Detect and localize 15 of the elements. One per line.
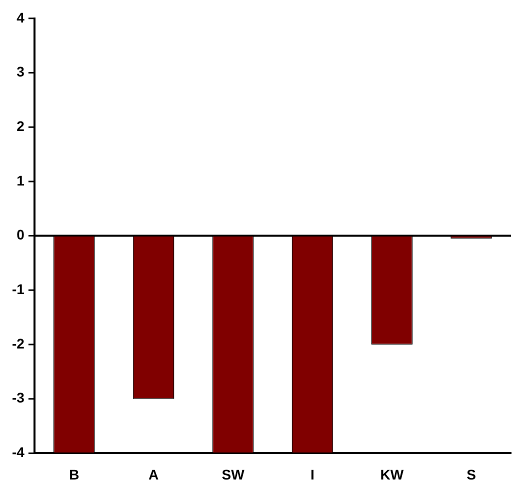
x-tick-label: SW <box>222 466 246 482</box>
y-tick-label: 4 <box>16 9 25 26</box>
x-tick-label: I <box>310 466 314 482</box>
y-tick-label: 2 <box>16 118 25 134</box>
y-tick-label: 0 <box>16 226 25 243</box>
y-tick-label: 1 <box>16 172 25 188</box>
x-tick-label: KW <box>380 466 404 482</box>
x-tick-label: S <box>466 466 476 482</box>
x-tick-label: A <box>148 466 159 482</box>
y-tick-label: -4 <box>12 444 25 460</box>
y-tick-label: -2 <box>12 335 25 352</box>
y-tick-label: -3 <box>12 390 25 406</box>
y-tick-label: -1 <box>12 281 25 298</box>
y-tick-label: 3 <box>16 64 25 80</box>
x-tick-label: B <box>69 466 80 482</box>
